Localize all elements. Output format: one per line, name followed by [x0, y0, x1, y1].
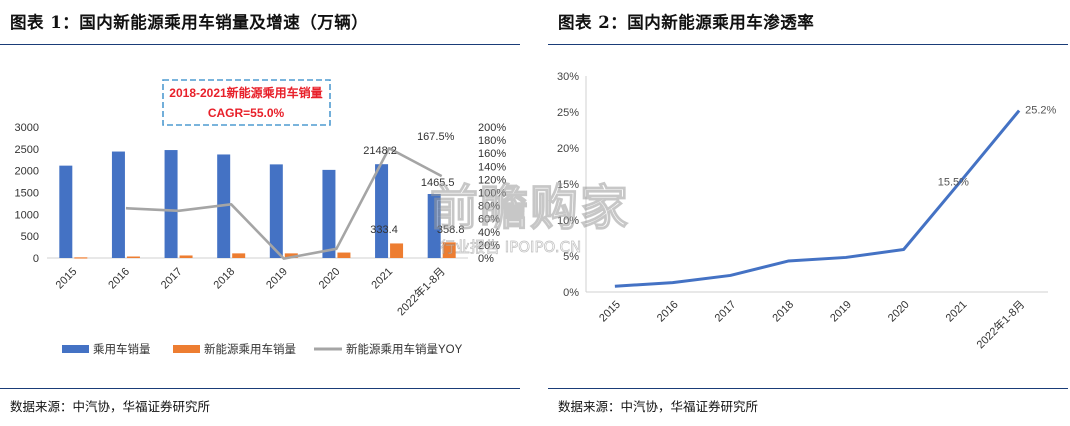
bar-passenger-sales	[111, 151, 125, 258]
chart1-y2-tick-label: 160%	[478, 148, 506, 160]
bar-nev-sales	[284, 253, 298, 258]
chart2-x-tick-label: 2019	[828, 299, 854, 325]
chart2-bottom-rule	[548, 388, 1068, 389]
chart1-title: 图表 1：国内新能源乘用车销量及增速（万辆）	[10, 13, 369, 32]
chart1-y2-tick-label: 120%	[478, 174, 506, 186]
bar-nev-sales	[126, 256, 140, 258]
chart2-x-tick-label: 2017	[713, 299, 739, 325]
bar-nev-sales	[232, 253, 246, 258]
bar-passenger-sales	[427, 194, 441, 258]
chart1-x-tick-label: 2022年1-8月	[394, 264, 448, 318]
chart1-data-label: 167.5%	[417, 131, 455, 143]
chart1-x-tick-label: 2017	[159, 266, 185, 292]
line-nev-penetration	[614, 109, 1021, 288]
legend-swatch-passenger-sales	[62, 345, 89, 353]
chart1-y2-tick-label: 200%	[478, 122, 506, 134]
chart1-top-rule	[0, 44, 520, 45]
chart2-x-tick-label: 2022年1-8月	[973, 297, 1027, 351]
chart1-y2-tick-label: 140%	[478, 161, 506, 173]
chart1-y-tick-label: 0	[33, 253, 39, 265]
bar-nev-sales	[74, 257, 88, 259]
chart2-x-tick-label: 2018	[770, 299, 796, 325]
chart2-data-label: 15.5%	[938, 176, 969, 188]
chart2-source: 数据来源：中汽协，华福证券研究所	[558, 399, 759, 414]
chart1-x-tick-label: 2015	[54, 266, 80, 292]
cagr-annotation-box	[162, 79, 331, 126]
chart2-data-label: 25.2%	[1025, 105, 1056, 117]
chart1-y-tick-label: 500	[21, 231, 39, 243]
legend-swatch-nev-sales	[173, 345, 200, 353]
chart1-y2-tick-label: 40%	[478, 227, 500, 239]
legend-label-nev-sales: 新能源乘用车销量	[204, 342, 296, 356]
chart2-y-tick-label: 20%	[557, 143, 579, 155]
chart1-data-label: 1465.5	[421, 177, 455, 189]
bar-passenger-sales	[322, 169, 336, 258]
legend-label-passenger-sales: 乘用车销量	[93, 342, 151, 356]
chart1-source: 数据来源：中汽协，华福证券研究所	[10, 399, 211, 414]
bar-passenger-sales	[269, 164, 283, 258]
chart1-y2-tick-label: 100%	[478, 188, 506, 200]
chart2-y-tick-label: 10%	[557, 215, 579, 227]
chart1-x-tick-label: 2020	[317, 266, 343, 292]
chart2-x-tick-label: 2016	[655, 299, 681, 325]
chart1-data-label: 2148.2	[363, 145, 397, 157]
chart2-title: 图表 2：国内新能源乘用车渗透率	[558, 13, 815, 32]
chart1-y2-tick-label: 60%	[478, 214, 500, 226]
chart1-y-tick-label: 1000	[15, 209, 39, 221]
cagr-annotation-line1: 2018-2021新能源乘用车销量	[169, 85, 322, 100]
bar-nev-sales	[390, 243, 404, 258]
chart2-y-tick-label: 5%	[563, 251, 579, 263]
bar-nev-sales	[442, 242, 456, 258]
chart1-bottom-rule	[0, 388, 520, 389]
chart1-panel: 图表 1：国内新能源乘用车销量及增速（万辆） 2018-2021新能源乘用车销量…	[0, 0, 520, 426]
chart1-data-label: 358.8	[437, 224, 465, 236]
legend-label-nev-yoy: 新能源乘用车销量YOY	[346, 342, 463, 356]
chart2-x-tick-label: 2021	[944, 299, 970, 325]
chart1-x-tick-label: 2019	[264, 266, 290, 292]
chart2-y-tick-label: 30%	[557, 71, 579, 83]
bar-passenger-sales	[59, 165, 73, 258]
chart1-svg: 2018-2021新能源乘用车销量 CAGR=55.0% 0 500 1000 1500 2…	[15, 79, 506, 356]
chart1-y2-tick-label: 20%	[478, 240, 500, 252]
chart2-x-tick-label: 2015	[597, 299, 623, 325]
chart1-y2-tick-label: 0%	[478, 253, 494, 265]
bar-passenger-sales	[375, 164, 389, 258]
bar-nev-sales	[337, 252, 351, 258]
line-nev-yoy	[125, 146, 443, 260]
chart2-y-tick-label: 25%	[557, 107, 579, 119]
chart1-x-tick-label: 2018	[212, 266, 238, 292]
bar-nev-sales	[179, 255, 193, 258]
chart1-y-tick-label: 2500	[15, 144, 39, 156]
chart2-x-tick-label: 2020	[886, 299, 912, 325]
chart1-y2-tick-label: 180%	[478, 135, 506, 147]
chart1-y-tick-label: 1500	[15, 188, 39, 200]
chart2-top-rule	[548, 44, 1068, 45]
chart2-y-tick-label: 0%	[563, 287, 579, 299]
chart1-x-tick-label: 2021	[369, 266, 395, 292]
chart2-svg: 0% 5% 10% 15% 20% 25% 30% 15.5% 25.2% 2015 2016 201…	[557, 71, 1057, 351]
chart1-data-label: 333.4	[370, 224, 398, 236]
chart1-y-tick-label: 2000	[15, 166, 39, 178]
chart1-y-tick-label: 3000	[15, 122, 39, 134]
cagr-annotation-line2: CAGR=55.0%	[208, 106, 285, 120]
chart1-x-tick-label: 2016	[106, 266, 132, 292]
chart2-y-tick-label: 15%	[557, 179, 579, 191]
chart1-y2-tick-label: 80%	[478, 201, 500, 213]
chart2-panel: 图表 2：国内新能源乘用车渗透率 0% 5% 10% 15% 20% 25% 30% 15.5…	[548, 0, 1070, 426]
bar-passenger-sales	[164, 150, 178, 258]
